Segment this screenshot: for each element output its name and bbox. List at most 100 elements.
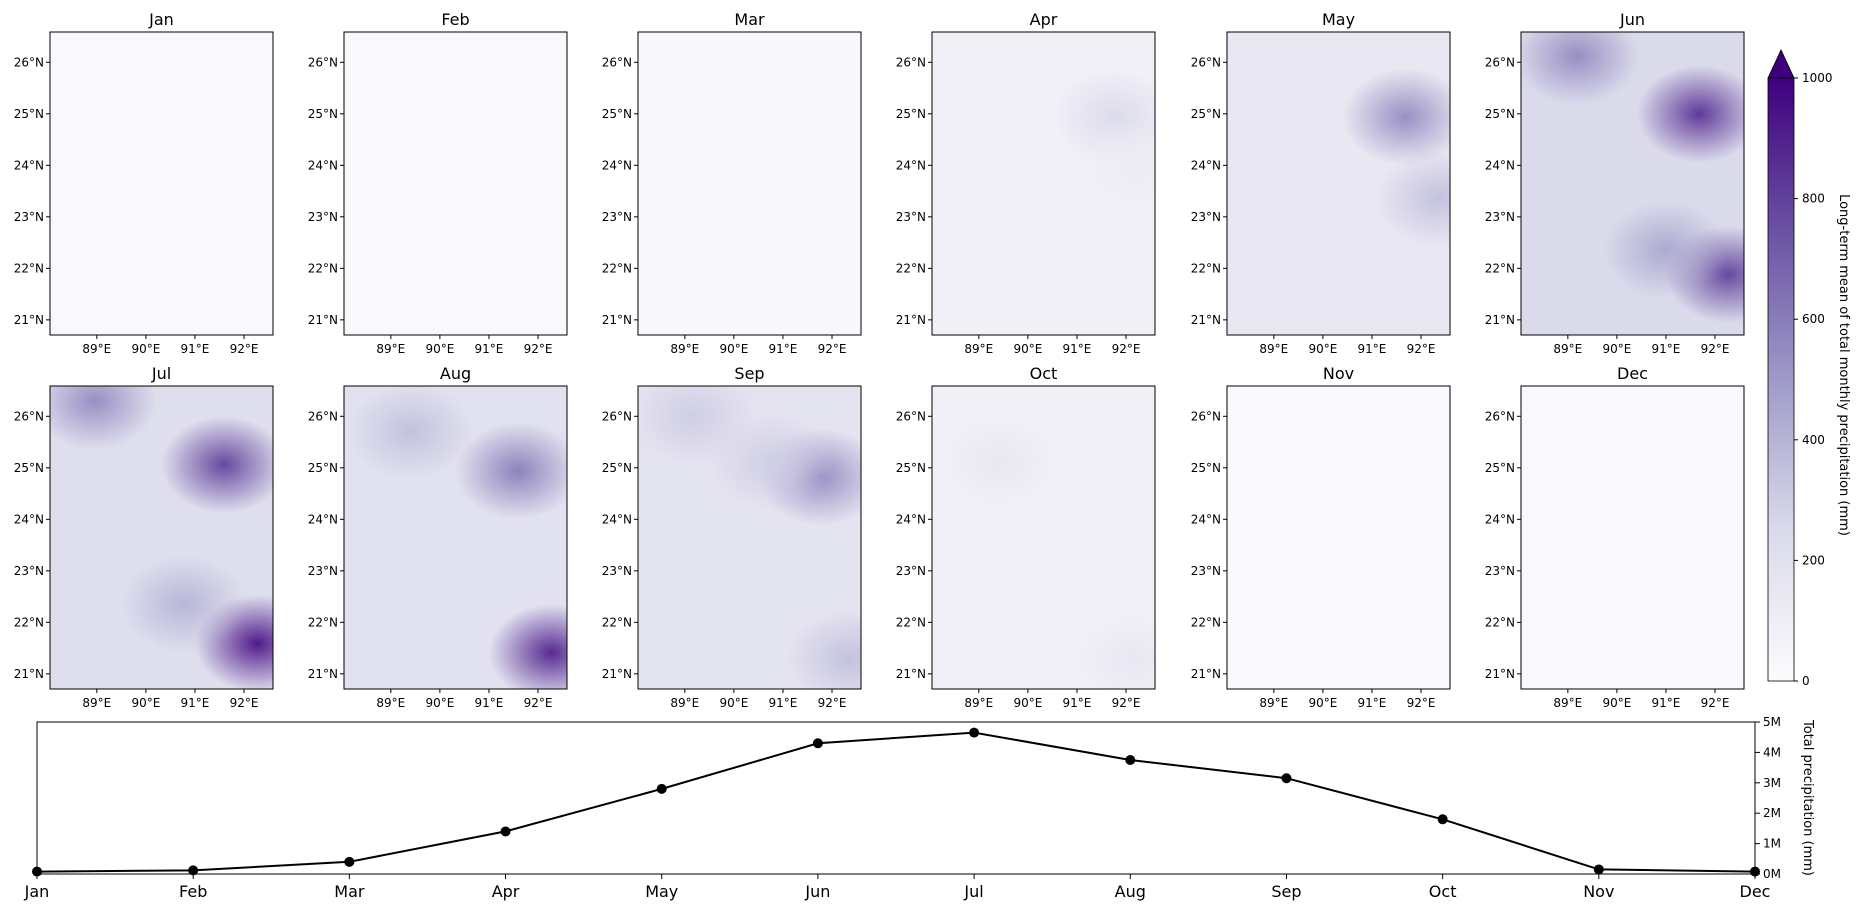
map-frame: [1520, 31, 1745, 336]
lat-tick-label: 25°N: [14, 107, 44, 121]
map-panel-title: Apr: [1030, 10, 1058, 29]
map-panel-nov: Nov 26°N 25°N 24°N 23°N 22°N 21°N 89°E 90°E 91°E 9…: [1191, 364, 1451, 710]
data-point-jul: [969, 727, 980, 738]
lon-tick-label: 90°E: [1602, 342, 1631, 356]
x-tick-label: Nov: [1583, 882, 1614, 901]
data-point-may: [656, 783, 667, 794]
map-panel-title: May: [1322, 10, 1355, 29]
y-tick-label: 3M: [1763, 776, 1781, 790]
precip-hotspot: [161, 416, 273, 514]
map-panel-dec: Dec 26°N 25°N 24°N 23°N 22°N 21°N 89°E 90°E 91°E 9…: [1485, 364, 1745, 710]
lat-tick-label: 23°N: [602, 210, 632, 224]
lon-tick-label: 90°E: [131, 342, 160, 356]
precip-hotspot: [1231, 32, 1357, 111]
lon-tick-label: 89°E: [1553, 342, 1582, 356]
map-panel-sep: Sep 26°N 25°N 24°N 23°N 22°N 21°N 89°E 90°E 91°E 9…: [602, 364, 862, 710]
lon-tick-label: 89°E: [964, 696, 993, 710]
lon-tick-label: 89°E: [376, 342, 405, 356]
lat-tick-label: 24°N: [14, 512, 44, 526]
lat-tick-label: 25°N: [1191, 461, 1221, 475]
precip-field: [344, 32, 567, 335]
x-tick-label: Dec: [1740, 882, 1771, 901]
lon-tick-label: 92°E: [230, 342, 259, 356]
map-frame: [1520, 385, 1745, 690]
precip-hotspot: [1636, 65, 1744, 163]
precip-background: [1227, 386, 1450, 689]
lat-tick-label: 23°N: [308, 210, 338, 224]
colorbar-tick-label: 400: [1802, 433, 1825, 447]
colorbar-gradient: [1767, 77, 1795, 682]
lat-tick-label: 26°N: [896, 55, 926, 69]
map-panel-title: Aug: [440, 364, 471, 383]
colorbar: 0 200 400 600 800 1000 Long-term mean of tota…: [1767, 49, 1851, 688]
map-frame: [49, 31, 274, 336]
lon-tick-label: 89°E: [82, 696, 111, 710]
x-tick-label: Jan: [24, 882, 50, 901]
precip-hotspot: [787, 610, 861, 689]
line-chart-y-label: Total precipitation (mm): [1800, 719, 1815, 876]
lat-tick-label: 21°N: [308, 667, 338, 681]
lon-tick-label: 92°E: [524, 342, 553, 356]
lat-tick-label: 23°N: [896, 564, 926, 578]
lat-tick-label: 25°N: [602, 461, 632, 475]
lat-tick-label: 21°N: [1485, 667, 1515, 681]
x-tick-label: May: [645, 882, 678, 901]
colorbar-extend-max-arrow: [1767, 49, 1795, 79]
y-tick-label: 2M: [1763, 806, 1781, 820]
map-frame: [1226, 385, 1451, 690]
monthly-total-line-chart: Jan Feb Mar Apr May Jun Jul Aug Sep Oct Nov Dec 0M 1…: [24, 715, 1815, 901]
colorbar-tick-label: 0: [1802, 674, 1810, 688]
lat-tick-label: 23°N: [896, 210, 926, 224]
lat-tick-label: 22°N: [14, 615, 44, 629]
colorbar-ticks: 0 200 400 600 800 1000: [1794, 71, 1833, 688]
lon-tick-label: 89°E: [1259, 696, 1288, 710]
lat-tick-label: 21°N: [1485, 313, 1515, 327]
lat-tick-label: 25°N: [602, 107, 632, 121]
lat-tick-label: 26°N: [14, 409, 44, 423]
lon-tick-label: 91°E: [1063, 342, 1092, 356]
data-point-jun: [812, 738, 823, 749]
lat-tick-label: 26°N: [308, 409, 338, 423]
lat-tick-label: 24°N: [896, 158, 926, 172]
lat-tick-label: 24°N: [1485, 512, 1515, 526]
map-frame: [931, 31, 1156, 336]
lat-tick-label: 26°N: [1191, 55, 1221, 69]
precip-hotspot: [936, 413, 1062, 511]
precip-field: [638, 386, 861, 689]
lon-tick-label: 91°E: [769, 342, 798, 356]
data-point-feb: [188, 865, 199, 876]
x-tick-label: Sep: [1271, 882, 1301, 901]
lat-tick-label: 22°N: [308, 261, 338, 275]
lon-tick-label: 92°E: [818, 342, 847, 356]
lat-tick-label: 22°N: [14, 261, 44, 275]
lon-tick-label: 91°E: [181, 696, 210, 710]
lat-tick-label: 24°N: [602, 512, 632, 526]
precip-hotspot: [455, 422, 567, 520]
lat-tick-label: 24°N: [1191, 158, 1221, 172]
map-panel-jun: Jun 26°N 25°N 24°N 23°N 22°N 21°N 89°E 90°E 91°E 9…: [1485, 10, 1745, 356]
map-panel-title: Mar: [734, 10, 765, 29]
y-tick-label: 5M: [1763, 715, 1781, 729]
lat-tick-label: 21°N: [896, 313, 926, 327]
lon-tick-label: 92°E: [1701, 342, 1730, 356]
precip-field: [344, 386, 567, 689]
precip-hotspot: [348, 386, 474, 480]
precip-field: [1521, 32, 1744, 335]
map-frame: [637, 385, 862, 690]
lon-tick-label: 89°E: [670, 696, 699, 710]
map-panel-feb: Feb 26°N 25°N 24°N 23°N 22°N 21°N 89°E 90°E 91°E 9…: [308, 10, 568, 356]
line-chart-y-ticks: 0M 1M 2M 3M 4M 5M: [1755, 715, 1781, 881]
colorbar-label: Long-term mean of total monthly precipit…: [1836, 194, 1851, 536]
lon-tick-label: 92°E: [1407, 342, 1436, 356]
map-frame: [637, 31, 862, 336]
precip-field: [50, 32, 273, 335]
precip-field: [932, 32, 1155, 335]
lat-tick-label: 22°N: [602, 261, 632, 275]
lat-tick-label: 22°N: [308, 615, 338, 629]
lat-tick-label: 24°N: [602, 158, 632, 172]
lat-tick-label: 21°N: [14, 313, 44, 327]
lat-tick-label: 26°N: [308, 55, 338, 69]
lon-tick-label: 90°E: [1013, 696, 1042, 710]
lat-tick-label: 26°N: [602, 409, 632, 423]
lon-tick-label: 90°E: [425, 696, 454, 710]
